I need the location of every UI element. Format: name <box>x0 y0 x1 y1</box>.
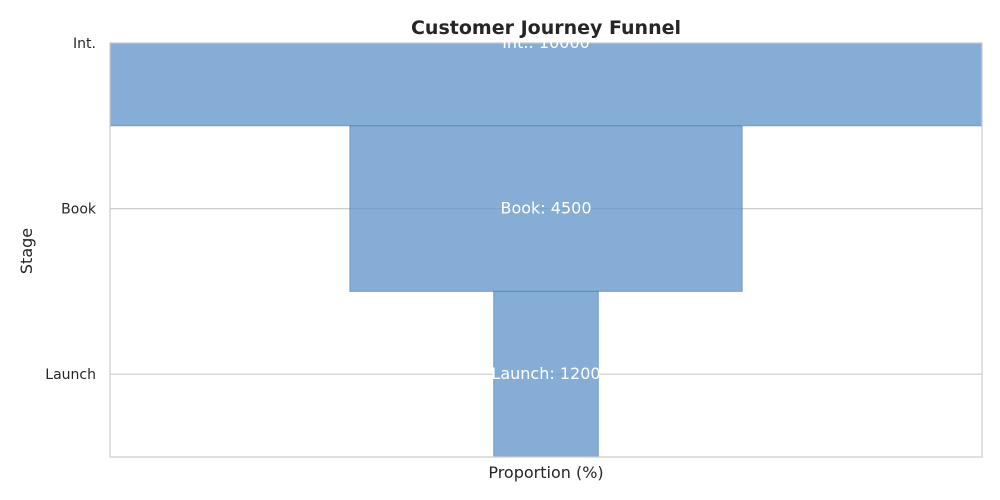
y-tick-labels: Int. Book Launch <box>45 36 97 383</box>
funnel-bar-launch <box>493 290 599 458</box>
x-axis-label: Proportion (%) <box>488 463 603 482</box>
bar-value-label: Launch: 1200 <box>491 364 600 383</box>
plot-frame <box>109 42 983 458</box>
y-tick-label: Book <box>61 202 97 218</box>
bar-value-label: Book: 4500 <box>500 199 591 218</box>
bar-value-label: Int.: 10000 <box>502 33 590 52</box>
y-tick-label: Launch <box>45 367 96 383</box>
bar-labels: Int.: 10000 Book: 4500 Launch: 1200 <box>491 33 600 383</box>
y-axis-label: Stage <box>17 228 36 274</box>
y-tick-label: Int. <box>73 36 96 52</box>
funnel-bars <box>109 42 983 458</box>
chart-title: Customer Journey Funnel <box>411 17 681 39</box>
funnel-bar-book <box>349 125 743 292</box>
funnel-bar-int <box>109 42 983 127</box>
